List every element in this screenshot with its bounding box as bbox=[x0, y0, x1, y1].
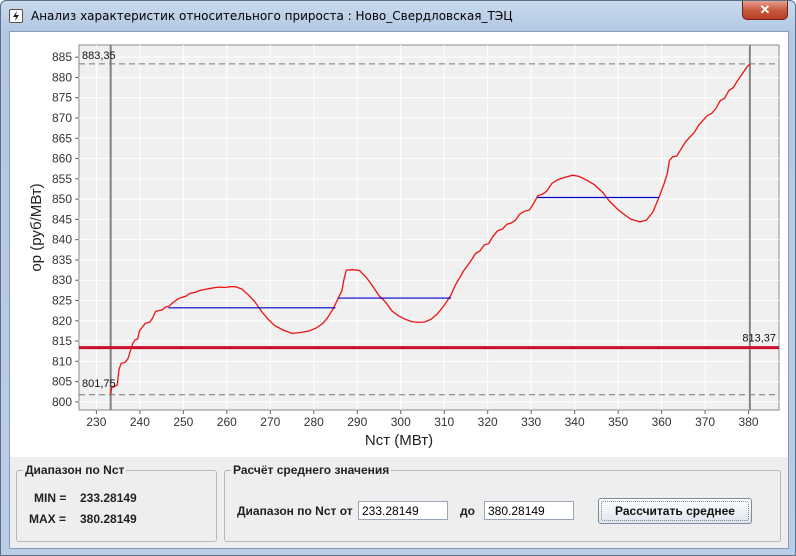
y-tick-label: 840 bbox=[52, 233, 72, 247]
y-tick-label: 810 bbox=[52, 354, 72, 368]
calc-panel: Расчёт среднего значения Диапазон по Nст… bbox=[224, 463, 781, 542]
x-tick-label: 350 bbox=[608, 415, 628, 429]
axes: 230 240 250 260 270 280 290 300 310 320 330 340 350 3… bbox=[52, 50, 759, 429]
y-tick-label: 885 bbox=[52, 50, 72, 64]
average-annotation: 813,37 bbox=[742, 333, 776, 345]
y-tick-label: 805 bbox=[52, 375, 72, 389]
x-tick-label: 370 bbox=[695, 415, 715, 429]
y-axis-label: ор (руб/МВт) bbox=[28, 183, 45, 271]
reference-lines bbox=[79, 45, 779, 410]
y-tick-label: 835 bbox=[52, 253, 72, 267]
x-tick-label: 340 bbox=[565, 415, 585, 429]
range-panel-title: Диапазон по Nст bbox=[23, 463, 127, 477]
from-label: Диапазон по Nст от bbox=[237, 504, 353, 518]
x-tick-label: 320 bbox=[478, 415, 498, 429]
max-value: 380.28149 bbox=[80, 512, 137, 526]
curve-series bbox=[110, 63, 751, 395]
y-tick-label: 820 bbox=[52, 314, 72, 328]
y-tick-label: 825 bbox=[52, 294, 72, 308]
x-tick-label: 290 bbox=[347, 415, 367, 429]
chart: 230 240 250 260 270 280 290 300 310 320 330 340 350 3… bbox=[28, 44, 780, 449]
range-from-input[interactable] bbox=[358, 501, 448, 520]
lightning-icon bbox=[9, 9, 23, 23]
client-area: 230 240 250 260 270 280 290 300 310 320 330 340 350 3… bbox=[9, 31, 789, 549]
window-title: Анализ характеристик относительного прир… bbox=[31, 9, 513, 23]
x-tick-label: 240 bbox=[130, 415, 150, 429]
close-button[interactable]: ✕ bbox=[742, 1, 788, 20]
x-tick-label: 380 bbox=[739, 415, 759, 429]
x-tick-label: 280 bbox=[304, 415, 324, 429]
x-tick-label: 250 bbox=[173, 415, 193, 429]
y-tick-label: 845 bbox=[52, 212, 72, 226]
to-label: до bbox=[460, 504, 475, 518]
y-tick-label: 815 bbox=[52, 334, 72, 348]
x-tick-label: 270 bbox=[260, 415, 280, 429]
range-to-input[interactable] bbox=[484, 501, 574, 520]
y-tick-label: 855 bbox=[52, 172, 72, 186]
series bbox=[110, 63, 751, 395]
title-bar[interactable]: Анализ характеристик относительного прир… bbox=[1, 1, 795, 31]
range-panel: Диапазон по Nст MIN = 233.28149 MAX = 38… bbox=[16, 463, 217, 542]
y-tick-label: 880 bbox=[52, 70, 72, 84]
min-label: MIN = bbox=[34, 491, 67, 505]
calc-panel-title: Расчёт среднего значения bbox=[231, 463, 392, 477]
max-label: MAX = bbox=[29, 512, 67, 526]
x-tick-label: 360 bbox=[652, 415, 672, 429]
y-tick-label: 830 bbox=[52, 273, 72, 287]
y-tick-label: 870 bbox=[52, 111, 72, 125]
y-tick-label: 860 bbox=[52, 152, 72, 166]
x-tick-label: 230 bbox=[86, 415, 106, 429]
x-tick-label: 310 bbox=[434, 415, 454, 429]
x-axis-label: Nст (МВт) bbox=[365, 432, 433, 449]
x-tick-label: 300 bbox=[391, 415, 411, 429]
min-value: 233.28149 bbox=[80, 491, 137, 505]
close-icon: ✕ bbox=[759, 2, 771, 17]
y-tick-label: 865 bbox=[52, 131, 72, 145]
chart-panel: 230 240 250 260 270 280 290 300 310 320 330 340 350 3… bbox=[10, 32, 788, 457]
y-tick-label: 850 bbox=[52, 192, 72, 206]
plot-area bbox=[78, 44, 780, 411]
grid bbox=[78, 44, 780, 411]
y-tick-label: 800 bbox=[52, 395, 72, 409]
calculate-average-button[interactable]: Рассчитать среднее bbox=[598, 498, 752, 524]
x-tick-label: 260 bbox=[217, 415, 237, 429]
x-tick-label: 330 bbox=[521, 415, 541, 429]
min-annotation: 801,75 bbox=[82, 378, 116, 390]
y-tick-label: 875 bbox=[52, 91, 72, 105]
max-annotation: 883,35 bbox=[82, 50, 116, 62]
